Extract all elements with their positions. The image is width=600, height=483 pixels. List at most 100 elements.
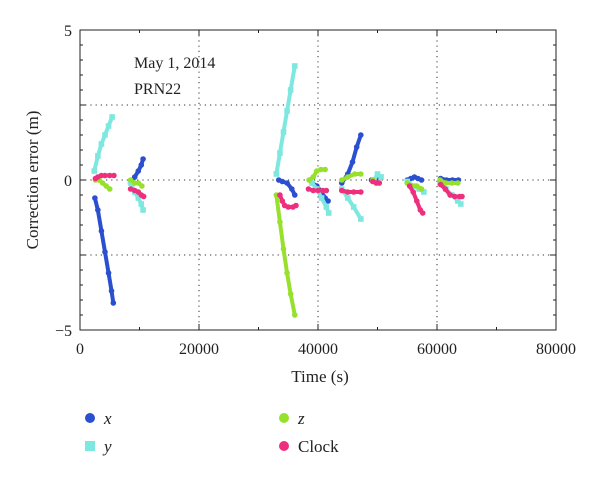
series-segment (274, 151, 282, 176)
data-point (138, 162, 145, 168)
x-tick-label: 40000 (298, 341, 338, 358)
data-point (140, 193, 147, 200)
data-point (437, 177, 443, 183)
annotation-date: May 1, 2014 (134, 55, 215, 72)
data-point (322, 166, 328, 173)
series-segment (95, 208, 104, 233)
data-point (102, 132, 108, 138)
series-z (92, 166, 461, 318)
data-point (277, 219, 283, 225)
data-point (410, 189, 417, 195)
x-tick-label: 80000 (536, 341, 576, 358)
data-point (102, 172, 108, 179)
data-point (413, 183, 420, 189)
legend-marker (85, 441, 95, 451)
legend-marker (279, 441, 289, 451)
data-point (344, 174, 351, 180)
series-segment (274, 193, 282, 224)
data-point (310, 174, 317, 180)
data-point (279, 198, 286, 204)
data-point (418, 186, 425, 192)
series-segment (281, 109, 290, 134)
data-point (353, 144, 360, 150)
data-point (455, 180, 461, 186)
data-point (350, 189, 357, 195)
legend-item-x: x (85, 409, 112, 428)
data-point (105, 123, 112, 129)
data-point (127, 177, 134, 183)
data-point (140, 207, 146, 213)
y-tick-label: 0 (64, 173, 72, 190)
data-point (284, 270, 290, 276)
data-point (350, 204, 357, 210)
data-point (344, 189, 351, 195)
data-point (111, 172, 117, 179)
series-segment (277, 220, 286, 251)
legend-label: y (102, 437, 112, 456)
data-point (349, 159, 356, 165)
data-point (284, 180, 290, 186)
y-tick-label: 5 (64, 23, 72, 40)
legend-label: x (103, 409, 112, 428)
data-point (339, 177, 345, 183)
data-point (98, 228, 105, 234)
legend-marker (279, 413, 289, 423)
data-point (315, 187, 321, 194)
data-point (374, 171, 381, 177)
legend-item-clock: Clock (279, 437, 339, 456)
y-axis-label: Correction error (m) (23, 111, 42, 250)
data-point (109, 114, 115, 120)
legend-item-z: z (279, 409, 305, 428)
legend: xy z Clock (85, 409, 339, 456)
legend-item-y: y (85, 437, 112, 456)
axis-ticks: 0 20000 40000 60000 80000−505 (55, 23, 576, 358)
x-tick-label: 60000 (417, 341, 457, 358)
data-point (291, 192, 298, 198)
data-point (135, 195, 142, 201)
data-point (459, 193, 465, 200)
data-point (306, 177, 312, 183)
data-point (447, 192, 453, 198)
data-point (280, 246, 287, 252)
data-point (108, 288, 115, 294)
data-point (92, 195, 98, 201)
data-point (287, 87, 294, 93)
data-point (105, 270, 112, 276)
data-point (455, 198, 461, 204)
grid-lines (80, 30, 556, 330)
data-point (95, 153, 101, 159)
legend-label: Clock (298, 437, 339, 456)
data-point (323, 204, 330, 210)
series-segment (102, 250, 111, 275)
data-point (358, 132, 364, 138)
data-point (291, 63, 298, 69)
data-point (277, 192, 283, 198)
data-point (277, 150, 283, 156)
series-segment (288, 64, 297, 92)
data-point (135, 168, 142, 174)
data-point (287, 291, 294, 297)
series-x (92, 132, 462, 306)
data-point (437, 181, 444, 188)
data-point (452, 193, 458, 200)
data-point (358, 216, 364, 222)
data-point (443, 180, 449, 186)
data-point (449, 180, 455, 186)
data-point (352, 171, 358, 177)
data-point (106, 172, 113, 179)
data-point (325, 198, 331, 204)
data-point (279, 178, 286, 185)
series-segment (288, 292, 297, 317)
data-point (358, 171, 364, 177)
data-point (318, 166, 324, 173)
data-point (325, 210, 332, 216)
data-point (421, 189, 427, 195)
data-point (98, 141, 105, 147)
data-point (323, 187, 330, 194)
data-point (418, 177, 425, 183)
annotation-satellite: PRN22 (134, 81, 181, 98)
data-point (458, 201, 464, 207)
series-clock (92, 172, 465, 216)
